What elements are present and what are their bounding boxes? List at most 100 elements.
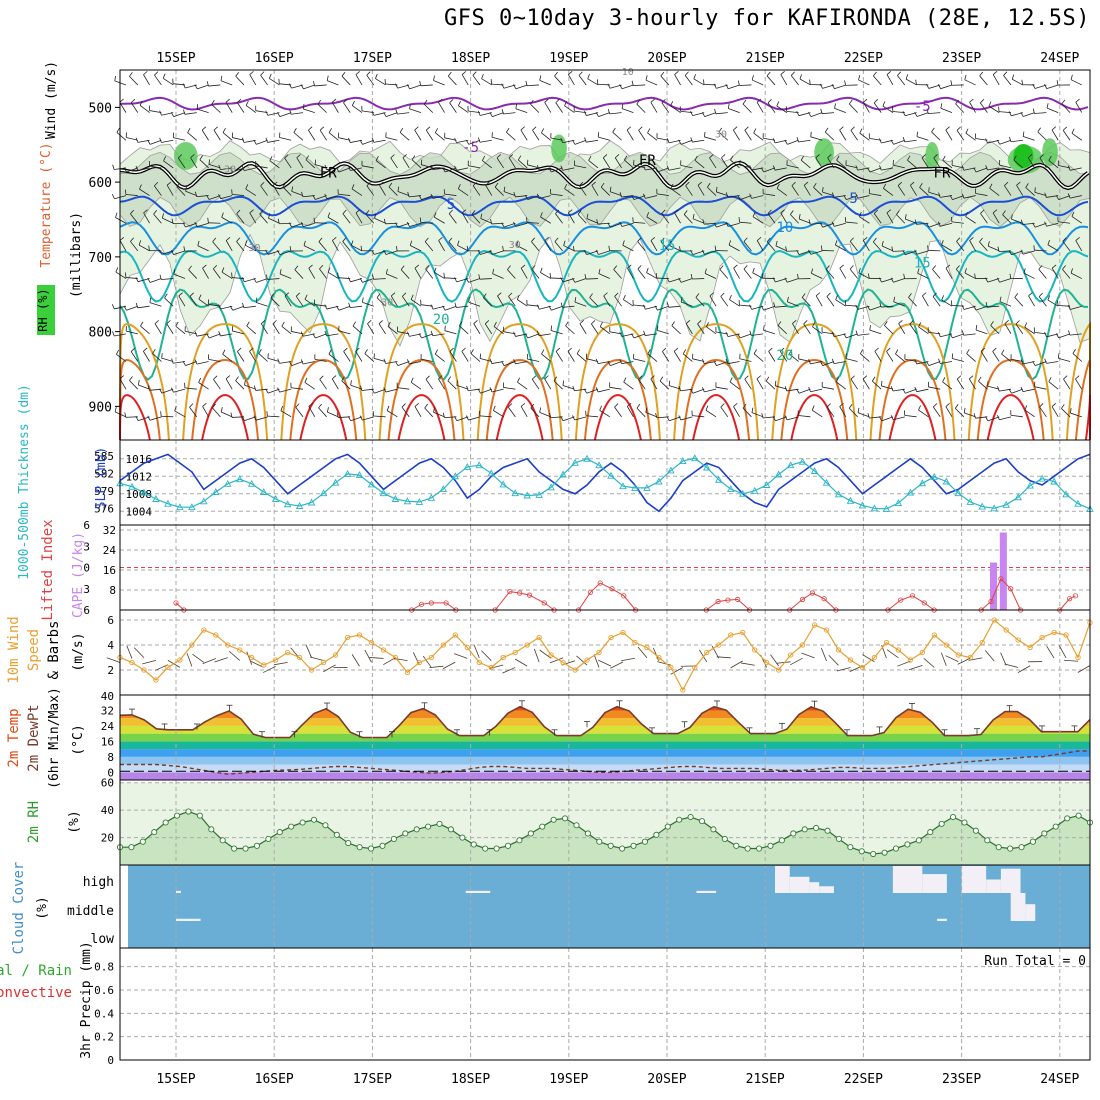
- wind-barb-flag: [904, 214, 907, 220]
- wind-barb-flag: [375, 73, 378, 79]
- wind-barb-flag: [882, 101, 886, 107]
- wind-barb: [845, 221, 858, 224]
- wind-barb-flag: [555, 347, 561, 352]
- warm-temperature-lobe: [878, 359, 947, 441]
- wind-barb: [367, 323, 375, 335]
- wind-barb: [1014, 297, 1024, 307]
- wind-barb: [480, 358, 492, 362]
- rh-marker: [950, 813, 957, 821]
- wind-barb-flag: [318, 403, 322, 409]
- wind-barb: [586, 139, 599, 143]
- wind-barb: [479, 415, 492, 418]
- wind-barb: [945, 129, 953, 141]
- wind-barb: [1058, 333, 1071, 339]
- wind-barb-flag: [796, 388, 800, 394]
- wind-barb-flag: [448, 237, 453, 242]
- wind-barb-flag: [855, 165, 858, 171]
- wind-barb: [386, 273, 398, 279]
- rh-marker: [596, 838, 603, 845]
- wind-barb: [1070, 412, 1082, 418]
- cloud-block: [961, 866, 987, 893]
- wind-barb: [1038, 269, 1047, 279]
- rh-marker: [253, 842, 260, 849]
- wind-barb: [614, 296, 622, 307]
- wind-barb: [1071, 216, 1083, 224]
- wind-barb-flag: [915, 79, 917, 85]
- thickness-marker: [990, 504, 998, 512]
- wind-barb: [458, 105, 469, 113]
- wind-barb-flag: [383, 112, 387, 117]
- thickness-marker: [451, 472, 460, 480]
- wind-barb: [744, 130, 752, 141]
- wind-barb: [657, 305, 669, 311]
- wind-barb: [1034, 191, 1047, 196]
- wind-barb-flag: [313, 80, 316, 87]
- wind-speed-marker: [979, 639, 985, 646]
- wind-barb: [787, 301, 799, 307]
- wind-barb-flag: [631, 333, 635, 339]
- wind-barb-flag: [301, 191, 304, 197]
- wind-barb-flag: [420, 159, 423, 165]
- wind-barb: [1015, 323, 1024, 335]
- wind-barb: [163, 160, 174, 169]
- rh-marker: [162, 819, 169, 826]
- wind-barb-flag: [576, 349, 580, 354]
- wind-barb: [421, 333, 433, 339]
- wind-barb-flag: [631, 195, 635, 200]
- wind-barb-flag: [808, 359, 811, 364]
- wind-barb: [185, 361, 197, 366]
- wind-barb: [456, 416, 469, 422]
- rh-marker: [995, 844, 1002, 851]
- wind-barb-flag: [1033, 245, 1035, 251]
- rh-marker: [174, 812, 181, 819]
- wind-barb-flag: [281, 321, 285, 327]
- wind-barb-flag: [465, 139, 470, 145]
- surface-wind-barb: [202, 658, 216, 665]
- wind-barb-flag: [249, 71, 254, 75]
- surface-wind-barb: [429, 665, 444, 669]
- wind-barb-flag: [327, 212, 331, 218]
- wind-barb-flag: [159, 274, 162, 280]
- wind-barb: [202, 267, 209, 279]
- wind-barb: [893, 278, 905, 283]
- wind-barb-flag: [702, 358, 705, 364]
- wind-barb: [1023, 136, 1035, 141]
- wind-barb-flag: [595, 249, 599, 255]
- wind-barb-flag: [808, 219, 811, 225]
- wind-speed-marker: [1039, 634, 1045, 641]
- wind-barb-flag: [587, 73, 590, 79]
- lifted-index-marker: [909, 593, 916, 599]
- warm-temperature-lobe: [593, 394, 642, 441]
- wind-speed-marker: [344, 634, 351, 641]
- wind-barb: [940, 361, 953, 364]
- wind-barb-flag: [160, 411, 162, 417]
- wind-barb-flag: [785, 246, 787, 252]
- wind-barb-flag: [776, 101, 780, 107]
- wind-barb-flag: [719, 265, 724, 270]
- wind-barb-flag: [956, 375, 962, 380]
- surface-wind-barb: [1004, 663, 1019, 668]
- wind-barb: [787, 278, 799, 283]
- cloud-block: [937, 918, 947, 921]
- wind-barb-flag: [827, 154, 832, 159]
- wind-barb: [633, 304, 646, 307]
- wind-barb: [494, 186, 504, 196]
- wind-speed-marker: [1075, 654, 1081, 661]
- wind-barb-flag: [1048, 377, 1052, 382]
- wind-barb: [236, 213, 245, 224]
- wind-barb: [650, 102, 658, 113]
- wind-barb-flag: [1055, 195, 1060, 200]
- wind-barb: [952, 358, 964, 362]
- thickness-marker: [774, 470, 783, 478]
- wind-barb: [767, 102, 776, 113]
- wind-barb: [1070, 79, 1082, 86]
- wind-barb: [810, 112, 823, 117]
- wind-barb-flag: [562, 380, 565, 386]
- wind-barb: [409, 108, 422, 113]
- wind-barb-flag: [397, 186, 400, 192]
- wind-barb-flag: [1002, 210, 1006, 215]
- wind-barb-flag: [526, 217, 528, 223]
- wind-barb: [197, 84, 209, 90]
